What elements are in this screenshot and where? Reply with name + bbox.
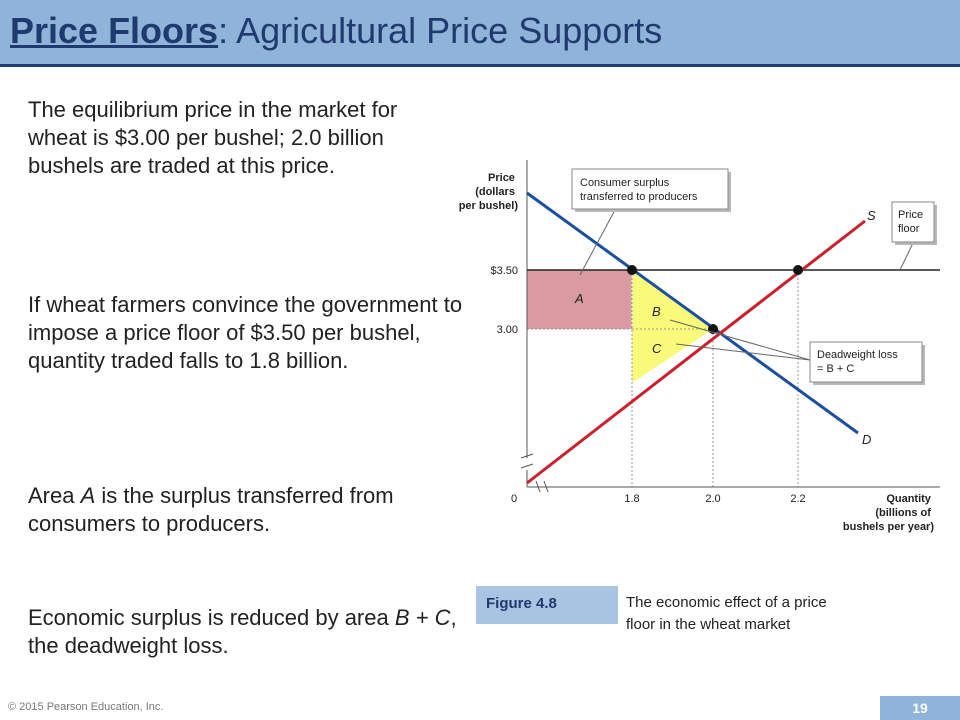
area-c-label: C — [652, 341, 662, 356]
price-floor-box — [891, 201, 935, 243]
price-floor-text: Price floor — [898, 209, 926, 235]
paragraph-area-a: Area A is the surplus transferred from c… — [28, 482, 468, 538]
x-title-line3: bushels per year) — [843, 521, 934, 533]
floor-demand-point — [627, 265, 637, 275]
demand-curve — [526, 191, 859, 435]
area-c — [632, 329, 713, 383]
y-axis-break — [520, 453, 534, 469]
p3-italic: A — [80, 483, 96, 508]
area-a-label: A — [574, 291, 584, 306]
supply-curve — [526, 219, 866, 485]
page-number: 19 — [880, 696, 960, 720]
x-title-line1: Quantity — [886, 493, 931, 505]
deadweight-pointer-b — [669, 319, 811, 361]
copyright: © 2015 Pearson Education, Inc. — [8, 701, 164, 713]
title-rule — [0, 64, 960, 67]
deadweight-box — [809, 341, 923, 383]
pf-line1: Price — [898, 209, 923, 221]
y-axis-title: Price (dollars per bushel) — [459, 172, 519, 212]
p3-before: Area — [28, 483, 81, 508]
deadweight-text: Deadweight loss = B + C — [817, 349, 901, 375]
p4-italic: B + C — [394, 605, 451, 630]
y-title-line2: (dollars — [475, 186, 515, 198]
paragraph-deadweight: Economic surplus is reduced by area B + … — [28, 604, 468, 660]
p3-after: is the surplus transferred from consumer… — [28, 483, 394, 536]
y-title-line3: per bushel) — [459, 200, 519, 212]
slide-title: Price Floors: Agricultural Price Support… — [10, 8, 662, 54]
x-tick-2-2: 2.2 — [790, 493, 805, 505]
title-rest: : Agricultural Price Supports — [218, 10, 663, 51]
paragraph-equilibrium: The equilibrium price in the market for … — [28, 97, 398, 178]
supply-label: S — [867, 208, 876, 223]
x-tick-1-8: 1.8 — [624, 493, 639, 505]
demand-label: D — [862, 432, 871, 447]
paragraph-price-floor: If wheat farmers convince the government… — [28, 292, 463, 373]
p4-before: Economic surplus is reduced by area — [28, 605, 395, 630]
title-emphasis: Price Floors — [10, 10, 219, 51]
figure-caption: The economic effect of a price floor in … — [626, 594, 827, 633]
floor-supply-point — [793, 265, 803, 275]
x-tick-2-0: 2.0 — [705, 493, 720, 505]
consumer-surplus-pointer — [579, 209, 616, 276]
cs-line1: Consumer surplus — [580, 177, 670, 189]
deadweight-pointer-c — [675, 343, 811, 361]
cs-line2: transferred to producers — [580, 191, 698, 203]
area-b-label: B — [652, 304, 661, 319]
price-floor-pointer — [899, 242, 914, 271]
p4-after: , the deadweight loss. — [28, 605, 457, 658]
dw-line1: Deadweight loss — [817, 349, 898, 361]
area-a — [527, 270, 632, 329]
consumer-surplus-box — [571, 168, 729, 210]
x-tick-0: 0 — [511, 493, 517, 505]
x-axis-break — [535, 480, 549, 493]
y-tick-3-50: $3.50 — [490, 265, 518, 277]
figure-label: Figure 4.8 — [476, 586, 618, 624]
pf-line2: floor — [898, 223, 920, 235]
consumer-surplus-text: Consumer surplus transferred to producer… — [580, 177, 698, 203]
title-bar — [0, 0, 960, 64]
x-title-line2: (billions of — [875, 507, 931, 519]
y-tick-3-00: 3.00 — [497, 324, 518, 336]
y-title-line1: Price — [488, 172, 515, 184]
dw-line2: = B + C — [817, 363, 854, 375]
x-axis-title: Quantity (billions of bushels per year) — [843, 493, 934, 533]
